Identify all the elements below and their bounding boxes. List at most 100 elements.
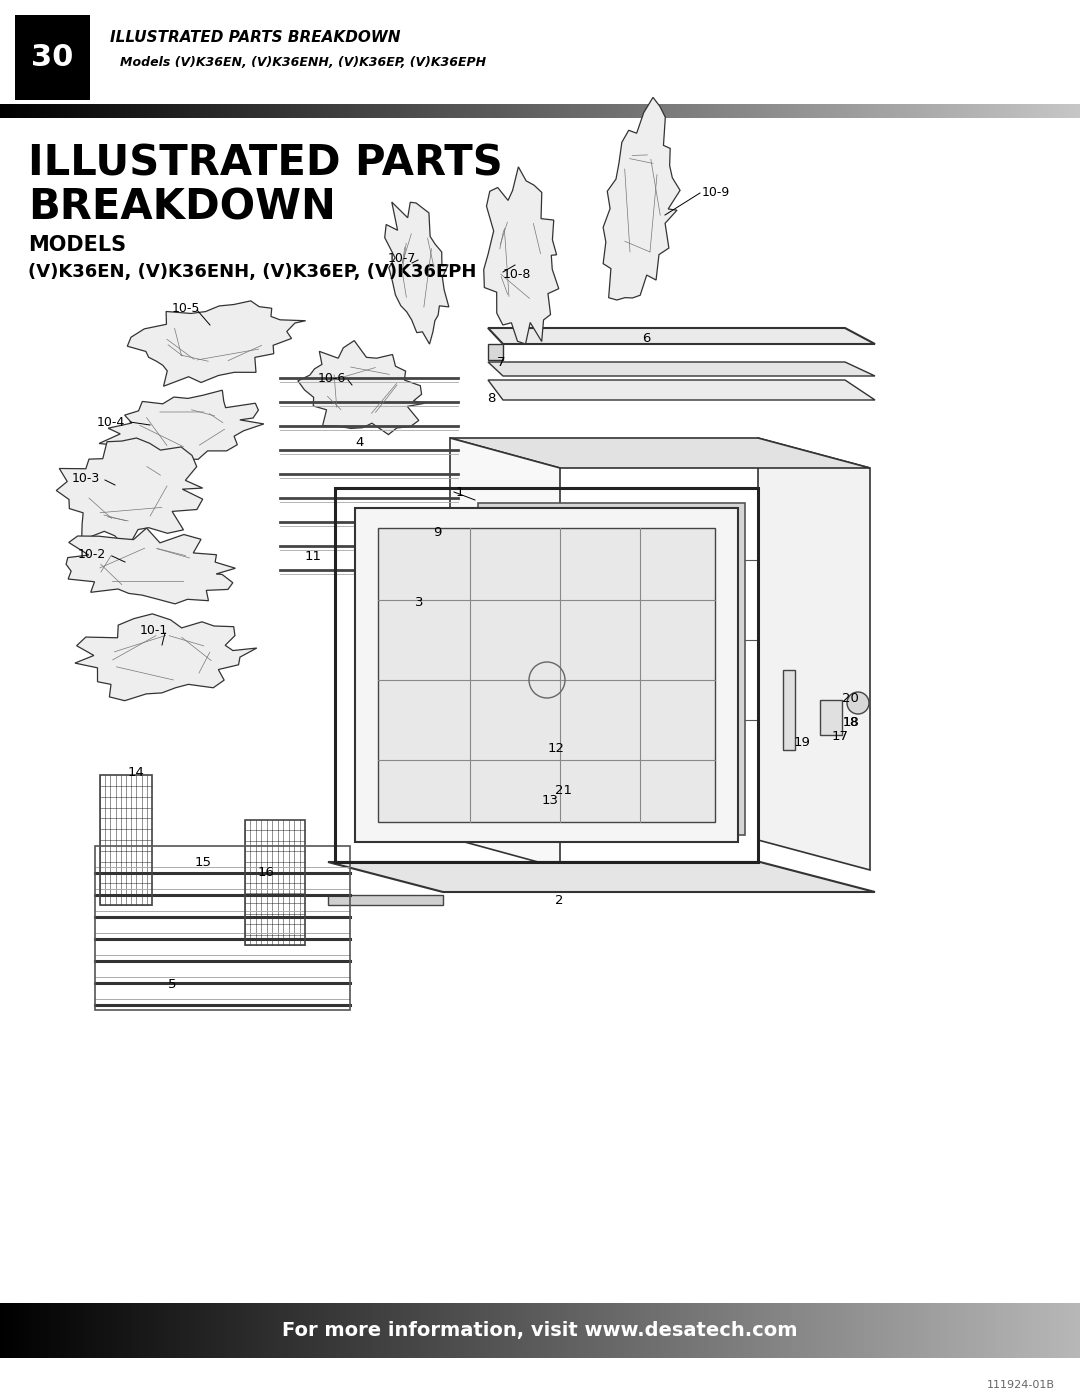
Bar — [859, 103, 865, 117]
Polygon shape — [758, 439, 870, 870]
Text: 13: 13 — [542, 793, 559, 806]
Bar — [83, 1303, 87, 1358]
Bar — [151, 103, 158, 117]
Bar — [105, 1303, 109, 1358]
Bar — [392, 1303, 397, 1358]
Circle shape — [847, 692, 869, 714]
Bar — [643, 103, 649, 117]
Bar — [259, 1303, 264, 1358]
Bar — [667, 562, 713, 578]
Bar — [608, 1303, 613, 1358]
Bar — [554, 1303, 559, 1358]
Bar — [396, 1303, 401, 1358]
Bar — [378, 1303, 382, 1358]
Bar — [853, 103, 860, 117]
Bar — [338, 1303, 343, 1358]
Bar — [130, 1303, 134, 1358]
Bar — [616, 103, 622, 117]
Bar — [673, 1303, 678, 1358]
Bar — [146, 103, 152, 117]
Bar — [492, 604, 538, 620]
Text: 10-8: 10-8 — [503, 268, 531, 282]
Bar — [621, 103, 627, 117]
Bar — [515, 1303, 519, 1358]
Bar — [835, 1303, 840, 1358]
Bar — [32, 1303, 37, 1358]
Text: 6: 6 — [642, 331, 650, 345]
Bar — [81, 103, 87, 117]
Text: 21: 21 — [555, 784, 572, 796]
Bar — [407, 1303, 411, 1358]
Bar — [252, 1303, 257, 1358]
Bar — [440, 1303, 444, 1358]
Bar — [716, 1303, 721, 1358]
Polygon shape — [384, 203, 449, 344]
Bar — [994, 1303, 998, 1358]
Bar — [813, 1303, 819, 1358]
Bar — [964, 1303, 970, 1358]
Bar — [15, 15, 90, 101]
Bar — [281, 1303, 285, 1358]
Bar — [432, 103, 438, 117]
Bar — [367, 103, 374, 117]
Bar — [232, 103, 239, 117]
Bar — [572, 103, 579, 117]
Polygon shape — [561, 750, 639, 788]
Bar — [329, 103, 336, 117]
Bar — [548, 1303, 552, 1358]
Text: 14: 14 — [129, 766, 145, 778]
Polygon shape — [488, 362, 875, 376]
Bar — [619, 1303, 624, 1358]
Bar — [162, 103, 168, 117]
Bar — [637, 1303, 642, 1358]
Bar — [86, 103, 93, 117]
Bar — [556, 103, 563, 117]
Bar — [1021, 103, 1027, 117]
Bar — [100, 1303, 106, 1358]
Bar — [299, 1303, 303, 1358]
Bar — [707, 103, 714, 117]
Bar — [802, 1303, 808, 1358]
Bar — [850, 1303, 854, 1358]
Bar — [111, 1303, 117, 1358]
Bar — [367, 1303, 372, 1358]
Bar — [14, 1303, 19, 1358]
Bar — [918, 1303, 922, 1358]
Bar — [975, 1303, 981, 1358]
Bar — [443, 103, 449, 117]
Bar — [821, 1303, 825, 1358]
Bar — [583, 1303, 588, 1358]
Bar — [435, 1303, 441, 1358]
Bar — [742, 1303, 746, 1358]
Bar — [1072, 1303, 1078, 1358]
Bar — [718, 103, 725, 117]
Bar — [324, 103, 330, 117]
Bar — [113, 103, 120, 117]
Text: 10-1: 10-1 — [140, 623, 168, 637]
Bar — [923, 103, 930, 117]
Bar — [529, 1303, 534, 1358]
Bar — [918, 103, 924, 117]
Text: 10-3: 10-3 — [72, 472, 100, 485]
Bar — [245, 1303, 249, 1358]
Bar — [1031, 103, 1038, 117]
Bar — [926, 1303, 930, 1358]
Text: 15: 15 — [195, 855, 212, 869]
Bar — [759, 1303, 765, 1358]
Bar — [824, 1303, 829, 1358]
Bar — [1048, 103, 1054, 117]
Bar — [234, 1303, 239, 1358]
Bar — [461, 1303, 465, 1358]
Bar — [796, 1303, 800, 1358]
Bar — [11, 1303, 15, 1358]
Bar — [92, 103, 98, 117]
Bar — [432, 1303, 436, 1358]
Bar — [886, 1303, 890, 1358]
Bar — [543, 1303, 549, 1358]
Bar — [913, 103, 919, 117]
Text: 12: 12 — [548, 742, 565, 754]
Bar — [821, 103, 827, 117]
Bar — [929, 1303, 933, 1358]
Bar — [727, 1303, 732, 1358]
Bar — [450, 1303, 455, 1358]
